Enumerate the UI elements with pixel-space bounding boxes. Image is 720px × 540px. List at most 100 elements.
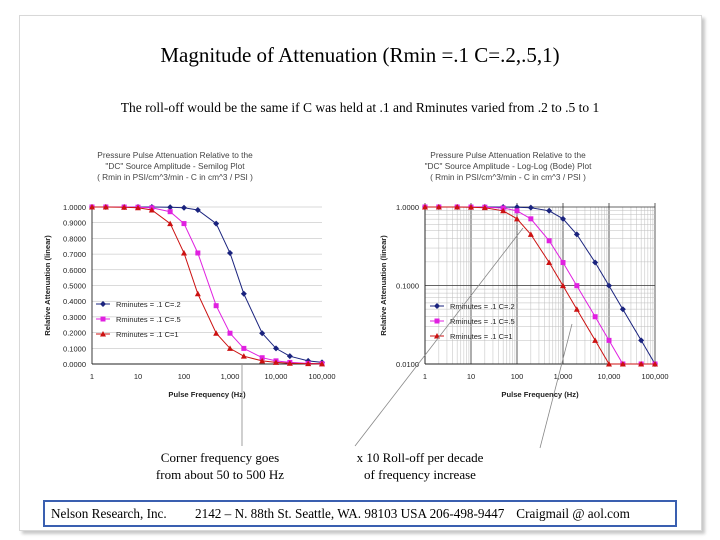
semilog-series-3-point [227, 345, 233, 351]
rolloff-note-line1: x 10 Roll-off per decade [356, 450, 484, 465]
semilog-series-3-point [89, 204, 95, 210]
loglog-series-3-point [592, 337, 599, 343]
loglog-x-tick-label: 100 [511, 372, 524, 381]
semilog-title-line-3: ( Rmin in PSI/cm^3/min - C in cm^3 / PSI… [97, 172, 253, 182]
loglog-series-1-point [546, 207, 553, 214]
semilog-series-3-point [121, 204, 128, 210]
loglog-series-2-point [514, 208, 520, 214]
footer-company: Nelson Research, Inc. [51, 505, 167, 521]
semilog-y-tick-label: 0.4000 [63, 297, 86, 306]
semilog-x-tick-label: 10,000 [265, 372, 288, 381]
loglog-series-3-point [500, 207, 507, 214]
semilog-y-tick-label: 0.8000 [63, 234, 86, 243]
loglog-legend-label-3: Rminutes = .1 C=1 [450, 332, 513, 341]
semilog-series-2-point [181, 221, 187, 227]
loglog-series-3-point [468, 204, 474, 210]
loglog-x-tick-label: 10 [467, 372, 475, 381]
loglog-series-1-point [619, 306, 626, 313]
semilog-series-3-point [167, 220, 174, 227]
loglog-legend-marker-2 [434, 318, 440, 324]
loglog-series-3-point [560, 282, 566, 289]
slide-subtitle: The roll-off would be the same if C was … [120, 100, 600, 115]
semilog-x-tick-label: 100 [178, 372, 191, 381]
semilog-series-3-point [102, 204, 109, 210]
loglog-y-tick-label: 0.1000 [396, 282, 419, 291]
semilog-series-2-point [259, 355, 265, 361]
semilog-y-tick-label: 0.6000 [63, 266, 86, 275]
semilog-series-3-point [181, 249, 187, 256]
loglog-title-line-3: ( Rmin in PSI/cm^3/min - C in cm^3 / PSI… [430, 172, 586, 182]
loglog-series-1-point [638, 337, 645, 344]
loglog-series-2-point [574, 283, 580, 289]
semilog-legend-label-3: Rminutes = .1 C=1 [116, 330, 179, 339]
semilog-y-axis-label: Relative Attenuation (linear) [43, 235, 52, 336]
loglog-x-tick-label: 100,000 [641, 372, 668, 381]
semilog-y-tick-label: 0.7000 [63, 250, 86, 259]
loglog-series-3-point [435, 204, 442, 210]
loglog-series-2-point [592, 314, 598, 320]
loglog-series-3-point [619, 361, 626, 367]
slide-frame [19, 15, 702, 531]
loglog-x-tick-label: 1 [423, 372, 427, 381]
semilog-x-tick-label: 1 [90, 372, 94, 381]
semilog-series-line-3 [92, 206, 323, 365]
rolloff-note: x 10 Roll-off per decade of frequency in… [330, 449, 510, 483]
semilog-legend-marker-3 [100, 331, 106, 337]
loglog-series-2-point [606, 337, 612, 343]
loglog-series-line-3 [425, 206, 655, 365]
semilog-series-line-1 [92, 206, 323, 363]
slide-title: Magnitude of Attenuation (Rmin =.1 C=.2,… [160, 43, 560, 67]
semilog-y-tick-label: 1.0000 [63, 203, 86, 212]
loglog-x-axis-label: Pulse Frequency (Hz) [501, 390, 579, 399]
loglog-series-1-point [560, 215, 566, 222]
semilog-series-3-point [305, 360, 312, 367]
semilog-legend-marker-1 [100, 301, 106, 307]
semilog-series-2-point [195, 250, 201, 256]
loglog-legend-label-2: Rminutes = .1 C=.5 [450, 317, 515, 326]
callout-line-right [539, 323, 573, 449]
semilog-y-tick-label: 0.3000 [63, 313, 86, 322]
loglog-x-tick-label: 10,000 [598, 372, 621, 381]
loglog-series-3-point [481, 204, 488, 211]
loglog-series-1-point [592, 259, 599, 266]
loglog-title-line-2: "DC" Source Amplitude - Log-Log (Bode) P… [425, 161, 593, 171]
corner-frequency-note: Corner frequency goes from about 50 to 5… [120, 449, 320, 483]
semilog-series-3-point [319, 360, 325, 367]
loglog-legend-marker-1 [434, 303, 440, 309]
semilog-series-3-point [135, 204, 141, 211]
loglog-series-1-point [573, 231, 580, 238]
loglog-series-3-point [546, 259, 553, 266]
loglog-y-tick-label: 1.0000 [396, 203, 419, 212]
semilog-series-2-point [227, 330, 233, 336]
semilog-series-1-point [259, 330, 266, 337]
semilog-series-2-point [241, 345, 247, 351]
semilog-x-tick-label: 100,000 [308, 372, 335, 381]
loglog-series-1-point [527, 204, 534, 211]
semilog-y-tick-label: 0.2000 [63, 329, 86, 338]
semilog-y-tick-label: 0.1000 [63, 344, 86, 353]
semilog-series-3-point [286, 360, 293, 366]
loglog-series-3-point [638, 361, 645, 367]
semilog-series-3-point [273, 359, 279, 365]
loglog-series-3-point [514, 215, 520, 222]
semilog-series-1-point [167, 204, 174, 211]
corner-frequency-note-line2: from about 50 to 500 Hz [155, 467, 285, 482]
loglog-y-axis-label: Relative Attenuation (linear) [379, 235, 388, 336]
loglog-x-tick-label: 1,000 [554, 372, 573, 381]
rolloff-note-line2: of frequency increase [364, 467, 476, 482]
callout-lines [241, 227, 573, 449]
loglog-series-3-point [527, 231, 534, 237]
corner-frequency-note-line1: Corner frequency goes [160, 450, 280, 465]
semilog-x-tick-label: 1,000 [221, 372, 240, 381]
semilog-series-1-point [227, 249, 233, 256]
loglog-series-3-point [454, 204, 461, 210]
footer-email: Craigmail @ aol.com [516, 505, 630, 521]
semilog-series-1-point [181, 204, 187, 211]
loglog-legend-label-1: Rminutes = .1 C=.2 [450, 302, 515, 311]
semilog-series-2-point [167, 209, 173, 215]
semilog-series-3-point [213, 330, 220, 336]
loglog-chart: Pressure Pulse Attenuation Relative to t… [379, 150, 669, 399]
semilog-series-3-point [194, 290, 201, 297]
semilog-title-line-1: Pressure Pulse Attenuation Relative to t… [97, 150, 253, 160]
